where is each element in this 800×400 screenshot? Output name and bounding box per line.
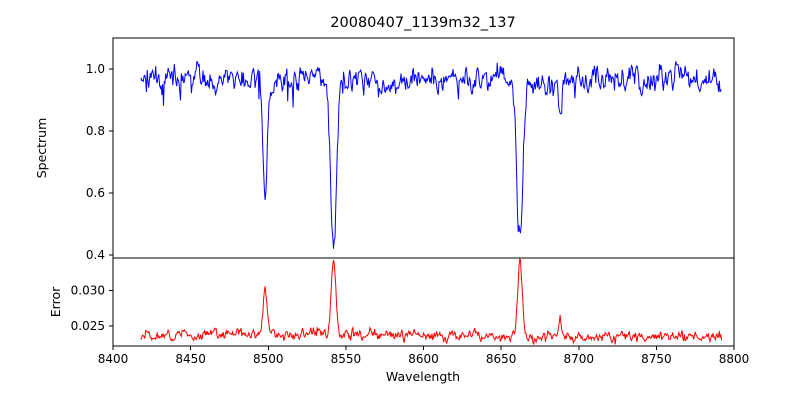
x-tick-label: 8400: [98, 352, 129, 366]
error-y-axis-label: Error: [48, 286, 63, 317]
series-layer: [140, 60, 723, 346]
y-tick-label: 0.6: [86, 186, 105, 200]
x-axis-label: Wavelength: [386, 369, 460, 384]
error-line: [140, 257, 723, 346]
y-tick-label: 0.4: [86, 248, 105, 262]
x-tick-label: 8550: [331, 352, 362, 366]
x-tick-label: 8450: [175, 352, 206, 366]
y-tick-label: 0.8: [86, 124, 105, 138]
y-tick-label: 1.0: [86, 62, 105, 76]
chart-title: 20080407_1139m32_137: [330, 15, 515, 31]
spectrum-panel-frame: [112, 37, 735, 259]
y-tick-label: 0.030: [71, 284, 105, 298]
x-tick-label: 8500: [253, 352, 284, 366]
y-tick-label: 0.025: [71, 319, 105, 333]
x-tick-label: 8800: [719, 352, 750, 366]
x-tick-label: 8600: [408, 352, 439, 366]
x-tick-label: 8750: [641, 352, 672, 366]
axes-layer: 8400 8450 8500 8550 8600 8650 8700 8750 8800 0.4 0…: [71, 37, 750, 366]
spectrum-y-axis-label: Spectrum: [34, 118, 49, 179]
x-tick-label: 8650: [486, 352, 517, 366]
spectrum-line: [140, 60, 722, 249]
x-tick-label: 8700: [563, 352, 594, 366]
